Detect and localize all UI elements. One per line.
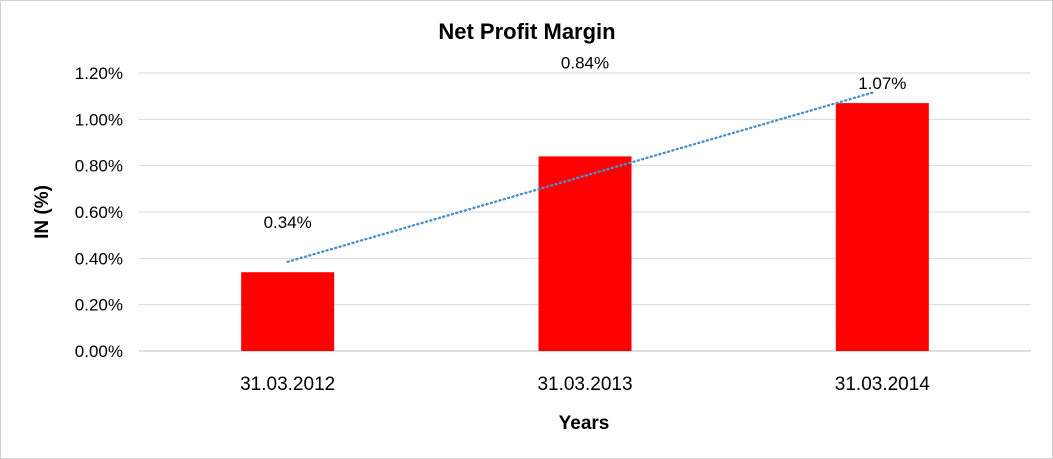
bars — [241, 103, 929, 351]
x-tick-label: 31.03.2013 — [537, 374, 632, 395]
bar — [538, 156, 632, 351]
y-axis-label: IN (%) — [32, 185, 53, 239]
y-axis-ticks: 0.00% 0.20% 0.40% 0.60% 0.80% 1.00% 1.20% — [75, 64, 123, 361]
y-tick-label: 0.40% — [75, 249, 123, 268]
data-labels: 0.34% 0.84% 1.07% — [264, 53, 907, 232]
y-tick-label: 0.60% — [75, 203, 123, 222]
y-tick-label: 1.20% — [75, 64, 123, 83]
x-axis-label: Years — [559, 413, 610, 434]
x-tick-label: 31.03.2014 — [835, 374, 931, 395]
y-tick-label: 0.20% — [75, 296, 123, 315]
y-tick-label: 1.00% — [75, 110, 123, 129]
x-axis-categories: 31.03.2012 31.03.2013 31.03.2014 — [240, 374, 930, 395]
chart-title: Net Profit Margin — [438, 19, 615, 44]
data-label: 0.34% — [264, 213, 312, 232]
y-tick-label: 0.00% — [75, 342, 123, 361]
data-label: 1.07% — [858, 74, 906, 93]
bar — [835, 103, 929, 351]
x-tick-label: 31.03.2012 — [240, 374, 335, 395]
y-tick-label: 0.80% — [75, 157, 123, 176]
bar — [241, 272, 335, 351]
data-label: 0.84% — [561, 53, 609, 72]
